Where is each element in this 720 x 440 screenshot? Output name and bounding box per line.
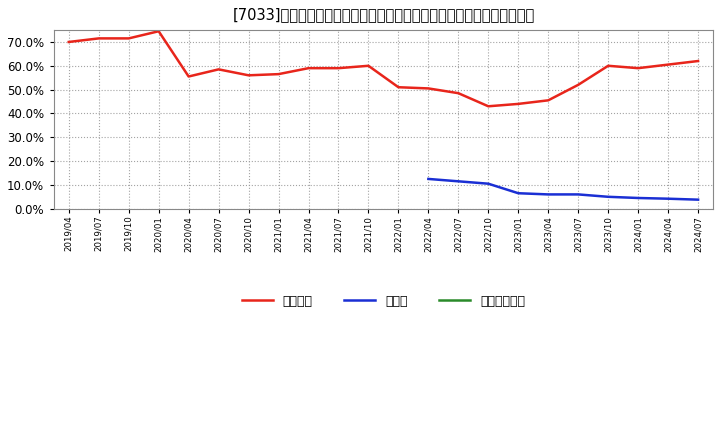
自己資本	[364, 63, 373, 69]
のれん	[544, 192, 552, 197]
自己資本	[574, 82, 582, 88]
自己資本	[634, 66, 642, 71]
のれん	[604, 194, 613, 199]
のれん	[454, 179, 463, 184]
Legend: 自己資本, のれん, 繰延税金資産: 自己資本, のれん, 繰延税金資産	[237, 290, 531, 313]
のれん	[574, 192, 582, 197]
のれん	[514, 191, 523, 196]
のれん	[694, 197, 703, 202]
自己資本	[65, 39, 73, 44]
Line: のれん: のれん	[428, 179, 698, 200]
自己資本	[484, 104, 492, 109]
のれん	[424, 176, 433, 182]
自己資本	[244, 73, 253, 78]
自己資本	[664, 62, 672, 67]
自己資本	[454, 91, 463, 96]
Line: 自己資本: 自己資本	[69, 31, 698, 106]
自己資本	[184, 74, 193, 79]
自己資本	[604, 63, 613, 69]
自己資本	[694, 59, 703, 64]
のれん	[634, 195, 642, 201]
Title: [7033]　自己資本、のれん、繰延税金資産の総資産に対する比率の推移: [7033] 自己資本、のれん、繰延税金資産の総資産に対する比率の推移	[233, 7, 534, 22]
自己資本	[125, 36, 133, 41]
自己資本	[394, 84, 402, 90]
自己資本	[154, 29, 163, 34]
自己資本	[334, 66, 343, 71]
自己資本	[424, 86, 433, 91]
のれん	[664, 196, 672, 202]
のれん	[484, 181, 492, 186]
自己資本	[514, 101, 523, 106]
自己資本	[215, 67, 223, 72]
自己資本	[304, 66, 312, 71]
自己資本	[274, 71, 283, 77]
自己資本	[94, 36, 103, 41]
自己資本	[544, 98, 552, 103]
